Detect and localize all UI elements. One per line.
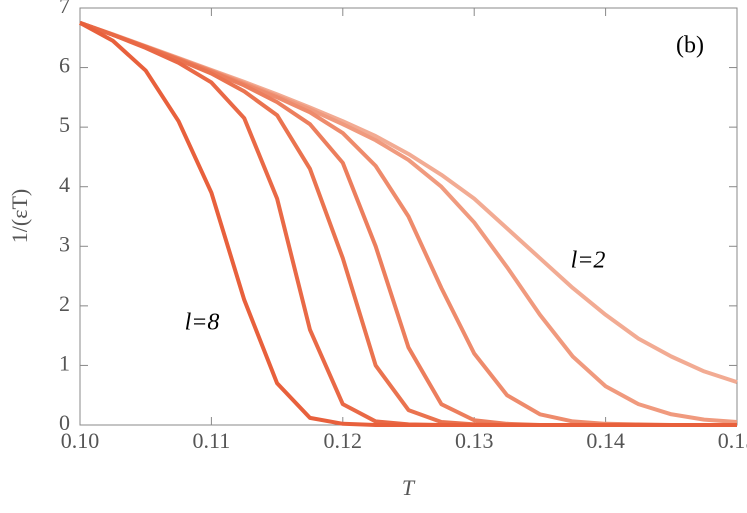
x-tick-label: 0.11	[193, 428, 231, 453]
annotation: l=2	[571, 248, 606, 274]
y-tick-label: 0	[59, 410, 70, 435]
y-axis-label: 1/(εT)	[7, 189, 32, 243]
series-line	[79, 21, 737, 427]
x-tick-label: 0.14	[586, 428, 625, 453]
y-tick-label: 6	[59, 53, 70, 78]
series-line	[79, 21, 737, 427]
series-line	[79, 21, 738, 425]
y-tick-label: 7	[59, 0, 70, 18]
y-tick-label: 1	[59, 350, 70, 375]
x-tick-label: 0.10	[61, 428, 100, 453]
annotation: l=8	[185, 310, 220, 336]
series-line	[79, 21, 737, 427]
x-tick-label: 0.15	[718, 428, 747, 453]
x-axis-label: T	[402, 475, 416, 500]
y-tick-label: 4	[59, 172, 70, 197]
y-tick-label: 2	[59, 291, 70, 316]
annotation: (b)	[676, 33, 704, 59]
y-tick-label: 5	[59, 112, 70, 137]
series-line	[79, 21, 738, 385]
series-line	[79, 21, 737, 427]
x-tick-label: 0.12	[324, 428, 363, 453]
y-tick-label: 3	[59, 231, 70, 256]
series-line	[79, 21, 737, 427]
x-tick-label: 0.13	[455, 428, 494, 453]
